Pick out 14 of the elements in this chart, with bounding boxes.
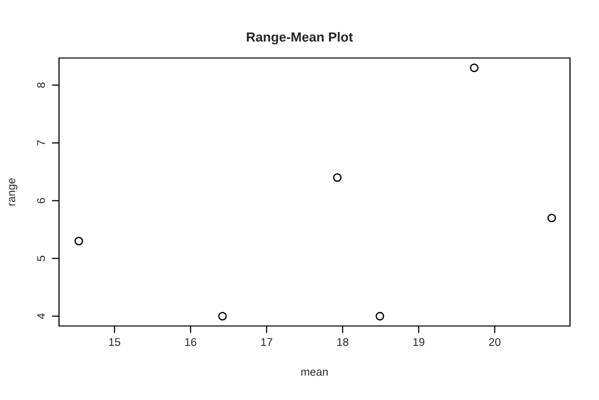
x-tick-label: 16 [185, 338, 196, 346]
y-tick-label: 8 [37, 82, 45, 88]
y-tick-label: 5 [37, 256, 45, 262]
x-tick-label: 20 [489, 338, 500, 346]
x-tick-label: 17 [261, 338, 272, 346]
y-axis-title: range [9, 178, 18, 206]
x-tick-label: 19 [413, 338, 424, 346]
x-tick-label: 15 [109, 338, 120, 346]
y-tick-label: 4 [37, 313, 45, 320]
chart-title: Range-Mean Plot [246, 32, 353, 44]
y-tick-label: 6 [37, 198, 45, 204]
x-tick-label: 18 [337, 338, 348, 346]
x-axis-title: mean [301, 370, 328, 376]
y-tick-label: 7 [37, 140, 45, 146]
